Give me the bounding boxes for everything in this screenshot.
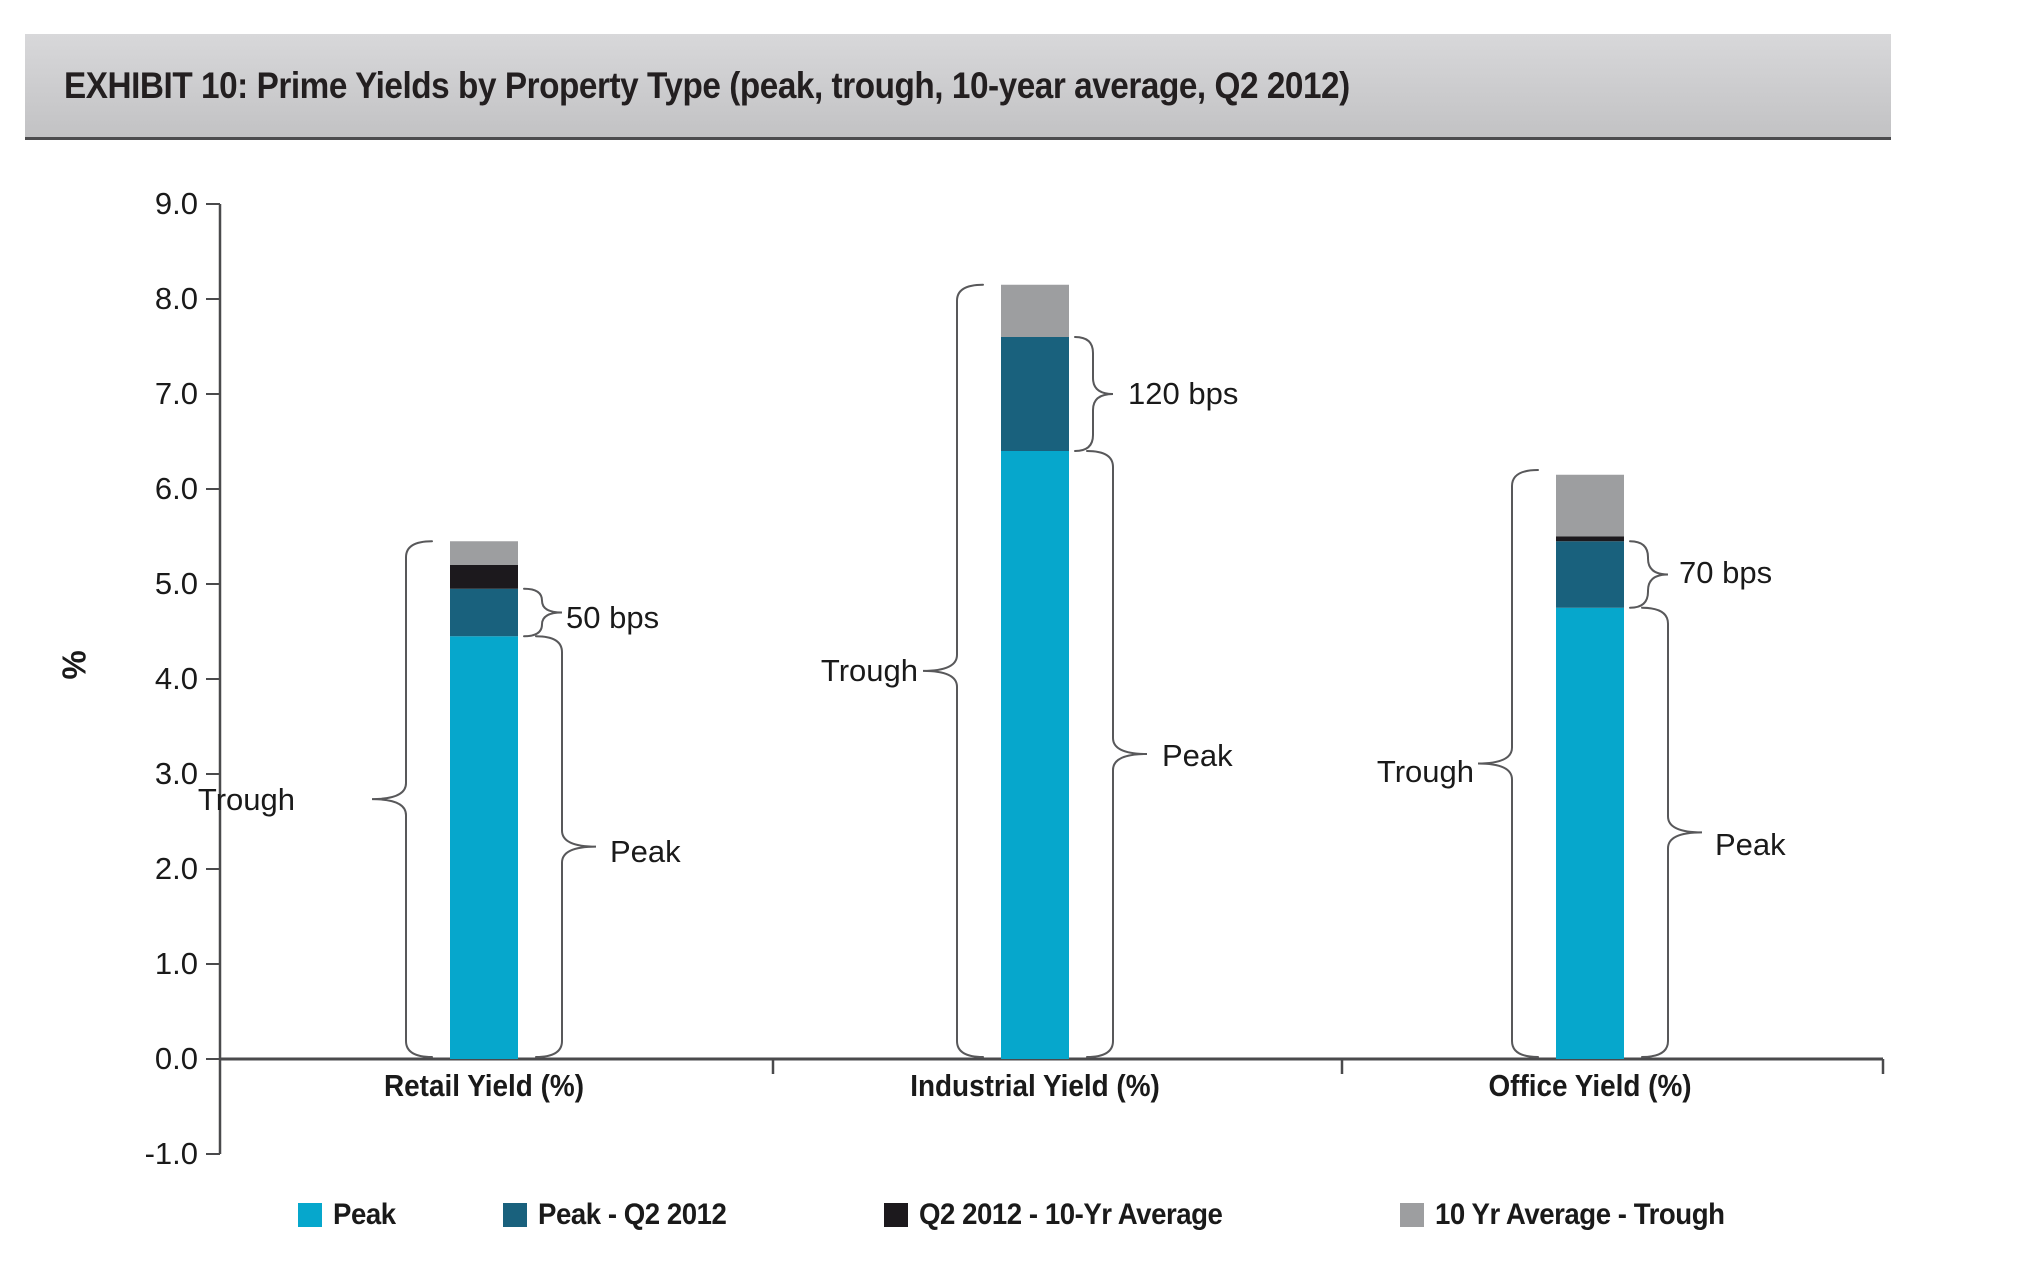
category-label: Industrial Yield (%): [910, 1068, 1160, 1103]
exhibit-title: EXHIBIT 10: Prime Yields by Property Typ…: [64, 64, 1350, 106]
bar-segment-peak: [1556, 607, 1624, 1059]
trough-annotation-label: Trough: [197, 782, 295, 817]
category-label: Retail Yield (%): [383, 1068, 585, 1103]
legend-item: Peak: [298, 1198, 401, 1231]
y-tick-label: 9.0: [154, 186, 198, 221]
exhibit-title-banner: EXHIBIT 10: Prime Yields by Property Typ…: [25, 34, 1891, 140]
category-label: Office Yield (%): [1488, 1068, 1692, 1103]
bps-annotation-label: 50 bps: [566, 600, 660, 635]
bar-segment-peak: [450, 636, 518, 1059]
trough-annotation-label: Trough: [820, 653, 918, 688]
y-tick-label: 5.0: [154, 566, 198, 601]
bar-segment-q2-to-avg: [1556, 536, 1624, 542]
bar-segment-q2-to-avg: [450, 565, 518, 589]
bps-annotation-label: 70 bps: [1679, 555, 1773, 590]
y-tick-label: 1.0: [154, 946, 198, 981]
bps-brace: [1629, 540, 1669, 609]
trough-brace: [371, 540, 433, 1058]
bar-segment-avg-to-trough: [1001, 284, 1069, 337]
legend-swatch: [503, 1203, 527, 1227]
legend-item: Peak - Q2 2012: [503, 1198, 743, 1231]
bar-segment-peak: [1001, 451, 1069, 1059]
legend-swatch: [884, 1203, 908, 1227]
y-tick-label: 0.0: [154, 1041, 198, 1076]
legend-label: Q2 2012 - 10-Yr Average: [919, 1198, 1223, 1231]
trough-brace: [1477, 469, 1539, 1058]
legend-label: Peak - Q2 2012: [538, 1198, 727, 1231]
bps-brace: [1074, 336, 1114, 452]
bar-segment-peak-to-q2: [1556, 541, 1624, 608]
peak-annotation-label: Peak: [1162, 738, 1233, 773]
peak-brace: [535, 635, 597, 1058]
y-tick-label: 3.0: [154, 756, 198, 791]
y-tick-label: -1.0: [144, 1136, 198, 1171]
bar-segment-avg-to-trough: [1556, 474, 1624, 537]
bar-segment-peak-to-q2: [450, 588, 518, 637]
bps-annotation-label: 120 bps: [1128, 376, 1239, 411]
legend-label: Peak: [333, 1198, 396, 1231]
legend-label: 10 Yr Average - Trough: [1435, 1198, 1725, 1231]
peak-brace: [1641, 606, 1703, 1058]
peak-annotation-label: Peak: [610, 834, 681, 869]
bps-brace: [523, 587, 563, 638]
trough-brace: [922, 283, 984, 1058]
peak-annotation-label: Peak: [1715, 827, 1786, 862]
peak-brace: [1086, 450, 1148, 1058]
trough-annotation-label: Trough: [1376, 754, 1474, 789]
legend-item: 10 Yr Average - Trough: [1400, 1198, 1750, 1231]
legend-item: Q2 2012 - 10-Yr Average: [884, 1198, 1249, 1231]
y-tick-label: 7.0: [154, 376, 198, 411]
y-tick-label: 2.0: [154, 851, 198, 886]
y-tick-label: 6.0: [154, 471, 198, 506]
legend-swatch: [298, 1203, 322, 1227]
y-tick-label: 8.0: [154, 281, 198, 316]
bar-segment-peak-to-q2: [1001, 337, 1069, 451]
y-tick-label: 4.0: [154, 661, 198, 696]
legend-swatch: [1400, 1203, 1424, 1227]
bar-segment-avg-to-trough: [450, 541, 518, 565]
